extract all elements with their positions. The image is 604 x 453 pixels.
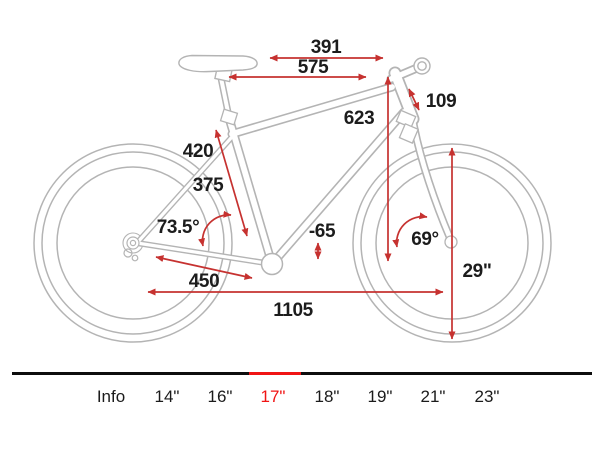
head-tube-arrow bbox=[408, 88, 420, 111]
reach-label: 391 bbox=[311, 37, 342, 58]
wheelbase-label: 1105 bbox=[273, 300, 313, 321]
wheel-size-label: 29" bbox=[463, 261, 492, 282]
tab-16in[interactable]: 16" bbox=[207, 387, 233, 406]
front-hub bbox=[444, 235, 458, 249]
seat-collar bbox=[219, 108, 239, 126]
stack-label: 623 bbox=[344, 108, 375, 129]
top-tube-label: 575 bbox=[298, 57, 329, 78]
chainstay-arrow bbox=[155, 255, 253, 280]
seat-angle-label: 73.5° bbox=[157, 217, 200, 238]
bike-illustration bbox=[33, 54, 552, 343]
bb-drop-label: -65 bbox=[309, 221, 336, 242]
active-tab-indicator bbox=[249, 372, 301, 375]
tab-23in[interactable]: 23" bbox=[474, 387, 500, 406]
rear-hub bbox=[123, 236, 140, 262]
tab-17in[interactable]: 17" bbox=[260, 387, 286, 406]
tab-21in[interactable]: 21" bbox=[420, 387, 446, 406]
tab-18in[interactable]: 18" bbox=[314, 387, 340, 406]
handlebar-grip bbox=[413, 57, 431, 75]
tab-info[interactable]: Info bbox=[96, 387, 126, 406]
bottom-bracket bbox=[260, 252, 284, 276]
fork-crown bbox=[395, 109, 420, 144]
size-tabbar: Info 14" 16" 17" 18" 19" 21" 23" bbox=[0, 387, 604, 409]
seat-tube-label: 420 bbox=[183, 141, 214, 162]
tab-14in[interactable]: 14" bbox=[154, 387, 180, 406]
head-angle-label: 69° bbox=[411, 229, 439, 250]
tab-19in[interactable]: 19" bbox=[367, 387, 393, 406]
saddle bbox=[178, 54, 258, 83]
seat-tube-cc-label: 375 bbox=[193, 175, 224, 196]
seat-tube-arrow bbox=[214, 129, 249, 237]
seat-angle-arc bbox=[198, 210, 232, 247]
head-angle-arc bbox=[392, 212, 428, 248]
measure-arrows bbox=[147, 54, 456, 340]
chainstay-label: 450 bbox=[189, 271, 220, 292]
tabbar-divider bbox=[12, 372, 592, 375]
head-tube-label: 109 bbox=[426, 91, 457, 112]
